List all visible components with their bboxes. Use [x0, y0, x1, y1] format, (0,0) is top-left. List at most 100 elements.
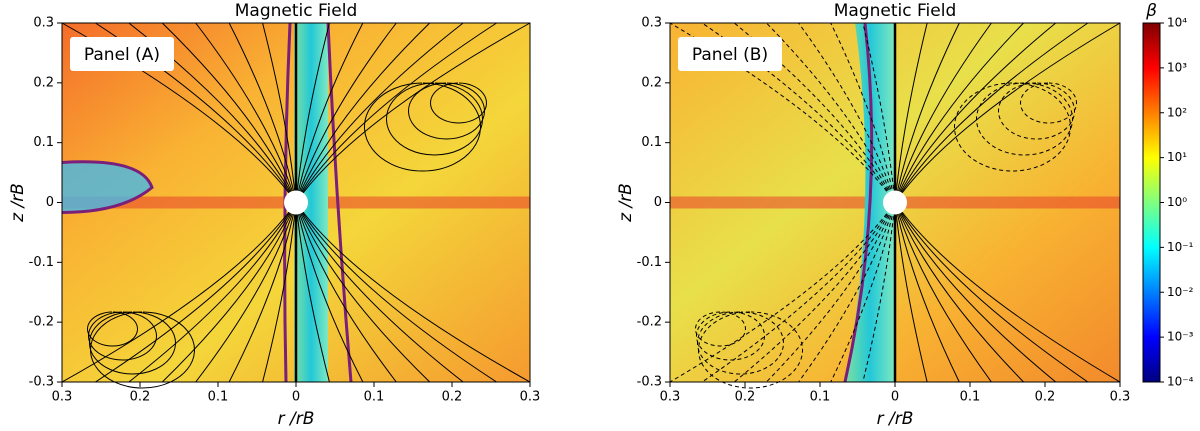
- y-tick-label: -0.2: [29, 315, 54, 330]
- heatmap: [669, 22, 1121, 389]
- colorbar-tick-label: 10⁻³: [1167, 330, 1194, 344]
- heatmap: [61, 22, 531, 389]
- field-line: [295, 22, 497, 203]
- field-line: [894, 22, 960, 203]
- field-loop: [430, 82, 487, 124]
- field-line: [262, 202, 297, 383]
- x-tick-label: 0: [891, 390, 899, 405]
- field-loop: [697, 311, 784, 375]
- central-object: [883, 190, 907, 215]
- field-line: [894, 202, 1089, 383]
- chart-title: Magnetic Field: [834, 1, 957, 21]
- x-tick-label: 0.2: [130, 390, 151, 405]
- field-loop: [1020, 82, 1077, 124]
- field-loop: [695, 311, 746, 347]
- central-object: [284, 190, 308, 215]
- field-line: [894, 202, 992, 383]
- field-loop: [87, 311, 138, 347]
- x-tick-label: 0.1: [208, 390, 229, 405]
- field-line: [95, 202, 297, 383]
- field-loop: [954, 82, 1071, 172]
- colorbar-tick-label: 10¹: [1167, 150, 1187, 164]
- field-line: [894, 22, 1089, 203]
- field-line: [894, 202, 928, 383]
- y-tick-label: 0.1: [641, 135, 662, 150]
- y-tick-label: 0.3: [33, 16, 54, 31]
- y-tick-label: -0.1: [29, 255, 54, 270]
- field-line: [894, 202, 1024, 383]
- field-line: [862, 202, 896, 383]
- field-line: [894, 202, 1057, 383]
- x-tick-label: 0.1: [960, 390, 981, 405]
- chart-title: Magnetic Field: [235, 1, 358, 21]
- field-line: [228, 202, 297, 383]
- y-tick-label: -0.3: [637, 375, 662, 390]
- x-tick-label: 0.1: [810, 390, 831, 405]
- y-tick-label: -0.3: [29, 375, 54, 390]
- field-line: [766, 202, 896, 383]
- colorbar-tick-label: 10⁰: [1167, 195, 1187, 209]
- field-line: [295, 202, 364, 383]
- x-tick-label: 0.3: [660, 390, 681, 405]
- x-tick-label: 0.3: [1110, 390, 1131, 405]
- field-loop: [698, 311, 803, 389]
- y-tick-label: -0.1: [637, 255, 662, 270]
- field-line: [262, 22, 297, 203]
- field-line: [894, 22, 928, 203]
- field-line: [894, 202, 960, 383]
- x-tick-label: 0.3: [520, 390, 541, 405]
- y-tick-label: -0.2: [637, 315, 662, 330]
- field-line: [295, 202, 464, 383]
- colorbar-tick-label: 10²: [1167, 105, 1187, 119]
- field-line: [766, 22, 896, 203]
- y-axis-label: z /rB: [616, 183, 636, 223]
- field-line: [798, 22, 896, 203]
- colorbar-label: β: [1145, 1, 1157, 21]
- beta-contour: [843, 22, 874, 383]
- field-line: [894, 22, 1024, 203]
- x-axis-label: r /rB: [278, 409, 315, 429]
- annotation: Panel (A): [84, 45, 160, 65]
- x-tick-label: 0: [292, 390, 300, 405]
- field-line: [195, 202, 297, 383]
- field-line: [295, 202, 431, 383]
- field-line: [894, 202, 1121, 383]
- annotation: Panel (B): [692, 45, 768, 65]
- field-loop: [90, 311, 195, 389]
- field-line: [295, 202, 397, 383]
- field-line: [295, 22, 531, 203]
- field-line: [894, 22, 1121, 203]
- field-loop: [696, 311, 765, 361]
- field-line: [894, 22, 1057, 203]
- field-line: [798, 202, 896, 383]
- field-line: [295, 22, 364, 203]
- x-tick-label: 0.2: [442, 390, 463, 405]
- field-line: [295, 22, 330, 203]
- y-tick-label: 0.2: [641, 75, 662, 90]
- field-line: [295, 22, 397, 203]
- field-line: [295, 202, 330, 383]
- field-line: [161, 202, 297, 383]
- x-axis-label: r /rB: [877, 409, 914, 429]
- annotation-box: [70, 37, 174, 71]
- field-loop: [976, 82, 1073, 156]
- field-loop: [386, 82, 483, 156]
- y-axis-label: z /rB: [8, 183, 28, 223]
- field-line: [894, 22, 992, 203]
- x-tick-label: 0.2: [735, 390, 756, 405]
- x-tick-label: 0.2: [1035, 390, 1056, 405]
- field-line: [161, 22, 297, 203]
- field-line: [128, 202, 297, 383]
- colorbar-tick-label: 10⁻⁴: [1167, 375, 1194, 389]
- field-line: [733, 202, 896, 383]
- field-line: [295, 22, 464, 203]
- colorbar-tick-label: 10³: [1167, 60, 1187, 74]
- field-line: [295, 202, 531, 383]
- field-line: [195, 22, 297, 203]
- annotation-box: [678, 37, 782, 71]
- field-line: [228, 22, 297, 203]
- colorbar-tick-label: 10⁻²: [1167, 285, 1194, 299]
- beta-contour: [326, 22, 353, 383]
- colorbar-tick-label: 10⁴: [1167, 16, 1187, 30]
